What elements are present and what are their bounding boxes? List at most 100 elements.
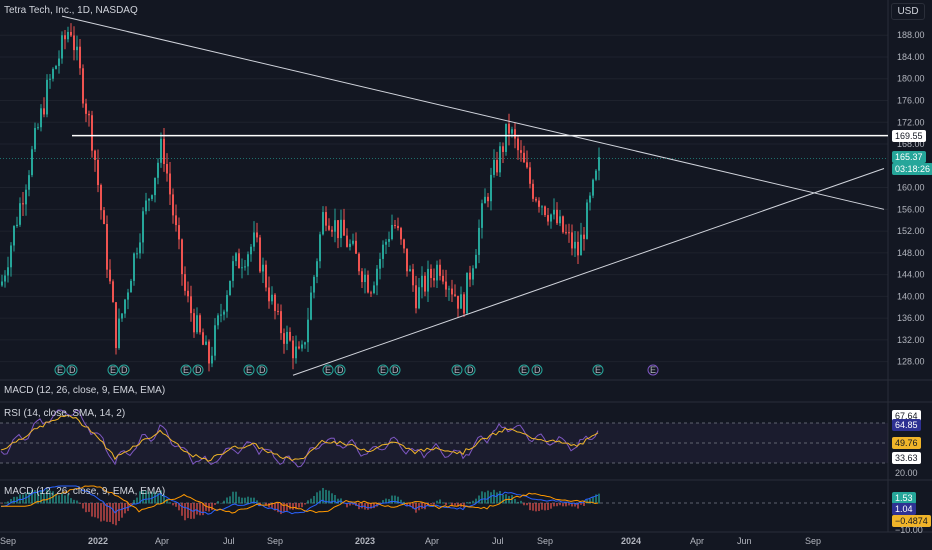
candle-body xyxy=(262,264,264,272)
price-tick-label: 132.00 xyxy=(897,335,925,345)
macd-histogram-bar xyxy=(241,497,243,504)
macd-histogram-bar xyxy=(367,503,369,510)
macd-histogram-bar xyxy=(343,503,345,504)
candle-body xyxy=(115,302,117,349)
event-marker-label: E xyxy=(325,365,331,375)
candle-body xyxy=(211,355,213,364)
candle-body xyxy=(91,115,93,151)
macd-histogram-bar xyxy=(541,503,543,510)
rsi-ma-line xyxy=(0,415,599,462)
candle-body xyxy=(550,214,552,222)
candle-body xyxy=(43,108,45,115)
candle-body xyxy=(541,206,543,208)
macd-histogram-bar xyxy=(295,503,297,510)
candle-body xyxy=(100,185,102,211)
candle-body xyxy=(79,46,81,69)
macd-histogram-bar xyxy=(478,495,480,504)
candle-body xyxy=(346,235,348,247)
candle-body xyxy=(259,237,261,272)
candle-body xyxy=(439,264,441,276)
candle-body xyxy=(271,294,273,302)
candle-body xyxy=(187,290,189,297)
macd-histogram-bar xyxy=(286,503,288,511)
candle-body xyxy=(124,299,126,314)
candle-body xyxy=(61,35,63,59)
candle-body xyxy=(391,224,393,240)
candle-body xyxy=(145,200,147,212)
macd-histogram-bar xyxy=(520,500,522,504)
macd-histogram-bar xyxy=(184,503,186,521)
macd-histogram-bar xyxy=(451,503,453,507)
macd-histogram-bar xyxy=(163,494,165,504)
macd-histogram-bar xyxy=(46,489,48,504)
price-tick-label: 180.00 xyxy=(897,74,925,84)
candle-body xyxy=(559,216,561,224)
macd-histogram-bar xyxy=(103,503,105,521)
macd-histogram-bar xyxy=(136,497,138,504)
price-tick-label: 148.00 xyxy=(897,248,925,258)
candle-body xyxy=(331,229,333,232)
macd-histogram-bar xyxy=(475,498,477,504)
event-marker-label: E xyxy=(110,365,116,375)
candle-body xyxy=(397,225,399,229)
macd-histogram-bar xyxy=(244,497,246,504)
macd-histogram-bar xyxy=(49,490,51,504)
time-axis-label: 2024 xyxy=(621,536,641,546)
event-marker-label: D xyxy=(467,365,474,375)
time-axis[interactable]: Sep 2022 Apr Jul Sep 2023 Apr Jul Sep 2024 Apr Jun S… xyxy=(0,536,821,546)
candle-body xyxy=(241,267,243,269)
candle-body xyxy=(247,254,249,267)
candle-body xyxy=(169,173,171,195)
time-axis-label: Jul xyxy=(492,536,504,546)
macd-histogram-bar xyxy=(298,503,300,508)
macd-histogram-bar xyxy=(202,503,204,516)
candle-body xyxy=(382,244,384,259)
candle-body xyxy=(64,35,66,40)
macd-histogram-bar xyxy=(235,491,237,504)
event-marker-label: E xyxy=(595,365,601,375)
candle-body xyxy=(373,285,375,294)
macd-histogram-bar xyxy=(148,491,150,504)
macd-histogram-bar xyxy=(568,503,570,506)
macd-histogram-bar xyxy=(67,493,69,504)
macd-histogram-bar xyxy=(175,503,177,507)
candle-body xyxy=(445,281,447,290)
candle-body xyxy=(151,195,153,199)
candle-body xyxy=(253,232,255,247)
event-marker-label: D xyxy=(195,365,202,375)
candle-body xyxy=(352,240,354,244)
candle-body xyxy=(205,341,207,345)
candle-body xyxy=(487,196,489,202)
price-axis[interactable]: 188.00 184.00 180.00 176.00 172.00 168.00 160.… xyxy=(897,30,925,366)
candle-body xyxy=(265,264,267,288)
candle-body xyxy=(295,346,297,359)
event-marker-label: D xyxy=(69,365,76,375)
time-axis-label: Sep xyxy=(805,536,821,546)
candle-body xyxy=(250,246,252,255)
candle-body xyxy=(172,194,174,216)
currency-button[interactable]: USD xyxy=(891,3,925,20)
macd-histogram-bar xyxy=(523,503,525,506)
candle-body xyxy=(106,224,108,270)
macd-histogram-bar xyxy=(535,503,537,512)
macd-histogram-bar xyxy=(580,503,582,505)
candle-body xyxy=(526,162,528,168)
macd-histogram-bar xyxy=(274,503,276,511)
macd-histogram-bar xyxy=(106,503,108,522)
macd-histogram-bar xyxy=(436,500,438,504)
candle-body xyxy=(367,274,369,293)
candle-body xyxy=(589,195,591,203)
time-axis-label: Sep xyxy=(267,536,283,546)
macd-histogram-bar xyxy=(586,499,588,504)
candle-body xyxy=(154,177,156,196)
candle-body xyxy=(70,31,72,36)
macd-histogram-bar xyxy=(562,503,564,507)
candle-body xyxy=(364,274,366,283)
macd-histogram-bar xyxy=(592,497,594,504)
macd-histogram-bar xyxy=(325,489,327,504)
candle-body xyxy=(529,167,531,184)
candle-body xyxy=(424,275,426,292)
macd-histogram-bar xyxy=(205,503,207,511)
candle-body xyxy=(13,226,15,246)
